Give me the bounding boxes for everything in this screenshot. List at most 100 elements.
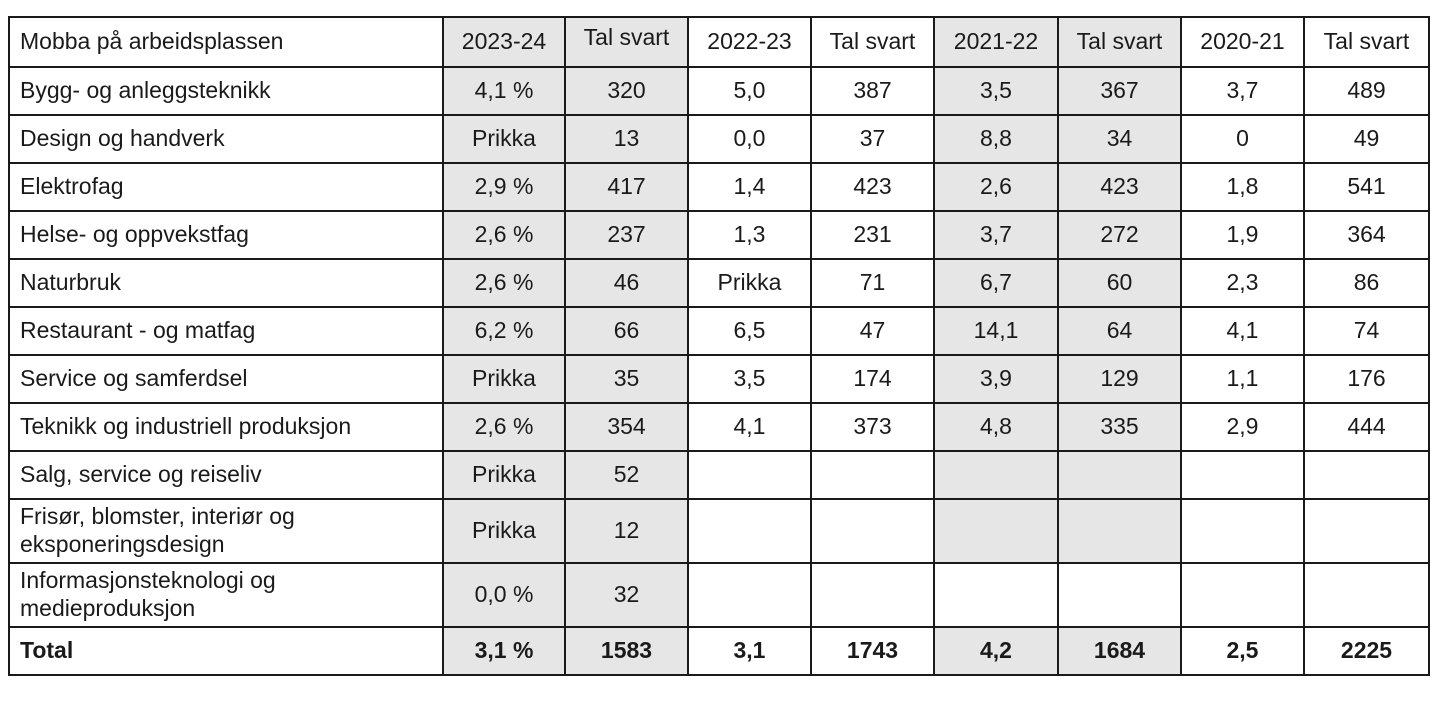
cell-value: 320 bbox=[564, 66, 689, 116]
cell-value: 32 bbox=[564, 562, 689, 628]
cell-value: 3,7 bbox=[1180, 66, 1305, 116]
cell-value: 6,5 bbox=[687, 306, 812, 356]
table-row: Service og samferdsel Prikka 35 3,5 174 … bbox=[8, 354, 1430, 404]
total-value: 1743 bbox=[810, 626, 935, 676]
row-label: Elektrofag bbox=[8, 162, 444, 212]
cell-value: 4,1 % bbox=[442, 66, 566, 116]
cell-value: 364 bbox=[1303, 210, 1430, 260]
row-label: Restaurant - og matfag bbox=[8, 306, 444, 356]
col-header-2023-24: 2023-24 bbox=[442, 16, 566, 68]
cell-empty bbox=[687, 450, 812, 500]
cell-value: 0,0 bbox=[687, 114, 812, 164]
cell-empty bbox=[687, 562, 812, 628]
cell-empty bbox=[933, 562, 1059, 628]
cell-value: 14,1 bbox=[933, 306, 1059, 356]
cell-value: 71 bbox=[810, 258, 935, 308]
cell-value: 1,3 bbox=[687, 210, 812, 260]
cell-value: 4,1 bbox=[687, 402, 812, 452]
cell-value: 3,9 bbox=[933, 354, 1059, 404]
total-value: 3,1 bbox=[687, 626, 812, 676]
col-header-responses-2021-22: Tal svart bbox=[1057, 16, 1182, 68]
cell-value: 49 bbox=[1303, 114, 1430, 164]
cell-value: 387 bbox=[810, 66, 935, 116]
cell-value: 34 bbox=[1057, 114, 1182, 164]
table-row: Frisør, blomster, interiør og eksponerin… bbox=[8, 498, 1430, 564]
cell-value: 272 bbox=[1057, 210, 1182, 260]
cell-empty bbox=[1303, 562, 1430, 628]
cell-value: 1,1 bbox=[1180, 354, 1305, 404]
cell-empty bbox=[1303, 450, 1430, 500]
table-row: Teknikk og industriell produksjon 2,6 % … bbox=[8, 402, 1430, 452]
cell-value: 1,9 bbox=[1180, 210, 1305, 260]
cell-value: 2,3 bbox=[1180, 258, 1305, 308]
cell-value: 64 bbox=[1057, 306, 1182, 356]
cell-value: 46 bbox=[564, 258, 689, 308]
cell-value: 4,8 bbox=[933, 402, 1059, 452]
cell-value: Prikka bbox=[442, 450, 566, 500]
cell-value: 6,2 % bbox=[442, 306, 566, 356]
col-header-2021-22: 2021-22 bbox=[933, 16, 1059, 68]
cell-value: 176 bbox=[1303, 354, 1430, 404]
table-row: Helse- og oppvekstfag 2,6 % 237 1,3 231 … bbox=[8, 210, 1430, 260]
cell-value: 417 bbox=[564, 162, 689, 212]
col-header-responses-2022-23: Tal svart bbox=[810, 16, 935, 68]
cell-empty bbox=[1057, 498, 1182, 564]
total-value: 1684 bbox=[1057, 626, 1182, 676]
cell-value: Prikka bbox=[687, 258, 812, 308]
table-total-row: Total 3,1 % 1583 3,1 1743 4,2 1684 2,5 2… bbox=[8, 626, 1430, 676]
bullying-statistics-table: Mobba på arbeidsplassen 2023-24 Tal svar… bbox=[8, 16, 1430, 676]
col-header-responses-2023-24: Tal svart bbox=[564, 16, 689, 68]
total-value: 3,1 % bbox=[442, 626, 566, 676]
table-row: Design og handverk Prikka 13 0,0 37 8,8 … bbox=[8, 114, 1430, 164]
cell-value: 52 bbox=[564, 450, 689, 500]
total-value: 1583 bbox=[564, 626, 689, 676]
table-title: Mobba på arbeidsplassen bbox=[8, 16, 444, 68]
row-label: Naturbruk bbox=[8, 258, 444, 308]
table-header-row: Mobba på arbeidsplassen 2023-24 Tal svar… bbox=[8, 16, 1430, 68]
cell-empty bbox=[810, 450, 935, 500]
cell-value: 37 bbox=[810, 114, 935, 164]
cell-value: 3,5 bbox=[933, 66, 1059, 116]
col-header-2020-21: 2020-21 bbox=[1180, 16, 1305, 68]
row-label: Helse- og oppvekstfag bbox=[8, 210, 444, 260]
cell-value: 1,4 bbox=[687, 162, 812, 212]
cell-value: 2,6 bbox=[933, 162, 1059, 212]
cell-value: 3,5 bbox=[687, 354, 812, 404]
cell-empty bbox=[1057, 562, 1182, 628]
cell-value: 2,6 % bbox=[442, 402, 566, 452]
cell-value: 13 bbox=[564, 114, 689, 164]
cell-value: 423 bbox=[1057, 162, 1182, 212]
cell-value: 2,9 bbox=[1180, 402, 1305, 452]
cell-empty bbox=[933, 450, 1059, 500]
cell-empty bbox=[1180, 450, 1305, 500]
cell-value: 8,8 bbox=[933, 114, 1059, 164]
cell-value: 86 bbox=[1303, 258, 1430, 308]
cell-empty bbox=[933, 498, 1059, 564]
cell-value: 4,1 bbox=[1180, 306, 1305, 356]
cell-value: 66 bbox=[564, 306, 689, 356]
cell-value: Prikka bbox=[442, 498, 566, 564]
cell-value: 6,7 bbox=[933, 258, 1059, 308]
row-label: Frisør, blomster, interiør og eksponerin… bbox=[8, 498, 444, 564]
cell-value: 129 bbox=[1057, 354, 1182, 404]
cell-value: 444 bbox=[1303, 402, 1430, 452]
cell-value: Prikka bbox=[442, 114, 566, 164]
row-label: Salg, service og reiseliv bbox=[8, 450, 444, 500]
table-row: Bygg- og anleggsteknikk 4,1 % 320 5,0 38… bbox=[8, 66, 1430, 116]
cell-value: 0 bbox=[1180, 114, 1305, 164]
cell-value: 367 bbox=[1057, 66, 1182, 116]
col-header-2022-23: 2022-23 bbox=[687, 16, 812, 68]
table-row: Elektrofag 2,9 % 417 1,4 423 2,6 423 1,8… bbox=[8, 162, 1430, 212]
cell-value: 335 bbox=[1057, 402, 1182, 452]
cell-value: 3,7 bbox=[933, 210, 1059, 260]
row-label: Service og samferdsel bbox=[8, 354, 444, 404]
cell-value: 423 bbox=[810, 162, 935, 212]
total-label: Total bbox=[8, 626, 444, 676]
cell-empty bbox=[1180, 498, 1305, 564]
cell-value: 174 bbox=[810, 354, 935, 404]
total-value: 4,2 bbox=[933, 626, 1059, 676]
row-label: Bygg- og anleggsteknikk bbox=[8, 66, 444, 116]
cell-value: 373 bbox=[810, 402, 935, 452]
cell-value: 2,6 % bbox=[442, 210, 566, 260]
cell-value: 35 bbox=[564, 354, 689, 404]
